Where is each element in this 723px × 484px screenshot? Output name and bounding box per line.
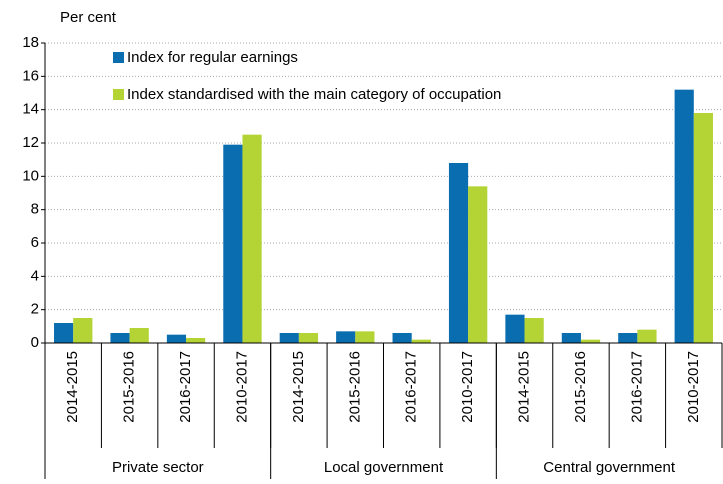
bar (129, 328, 149, 343)
bar (637, 329, 657, 343)
bar (166, 334, 187, 343)
legend-label: Index standardised with the main categor… (127, 86, 501, 103)
y-tick-label: 10 (22, 167, 39, 184)
x-tick-label: 2014-2015 (290, 351, 307, 423)
y-tick-label: 16 (22, 67, 39, 84)
x-tick-label: 2016-2017 (403, 351, 420, 423)
y-tick-label: 6 (31, 234, 39, 251)
bar (298, 333, 319, 343)
bar (580, 339, 601, 343)
group-label: Local government (324, 459, 444, 476)
bar (674, 89, 694, 344)
bar (110, 333, 130, 343)
x-tick-label: 2010-2017 (685, 351, 702, 423)
y-tick-label: 18 (22, 34, 39, 51)
x-tick-label: 2014-2015 (516, 351, 533, 423)
bar (336, 331, 356, 343)
legend-swatch (113, 89, 124, 100)
bar (73, 318, 93, 343)
y-tick-label: 12 (22, 134, 39, 151)
bar (186, 338, 206, 343)
bar (54, 323, 74, 343)
bar (279, 333, 299, 343)
y-tick-label: 0 (31, 334, 39, 351)
bar (618, 333, 638, 343)
y-tick-label: 8 (31, 201, 39, 218)
legend-label: Index for regular earnings (127, 49, 298, 66)
x-tick-label: 2015-2016 (346, 351, 363, 423)
group-label: Central government (543, 459, 676, 476)
bar (448, 163, 469, 343)
x-tick-label: 2010-2017 (459, 351, 476, 423)
bar (561, 333, 581, 343)
bar (242, 134, 262, 343)
bar (505, 314, 525, 343)
x-tick-label: 2014-2015 (64, 351, 81, 423)
bar (392, 333, 412, 343)
x-tick-label: 2016-2017 (177, 351, 194, 423)
x-tick-label: 2016-2017 (628, 351, 645, 423)
y-tick-label: 4 (31, 267, 39, 284)
bar (223, 144, 243, 343)
bar (524, 318, 544, 343)
x-tick-label: 2015-2016 (121, 351, 138, 423)
group-label: Private sector (112, 459, 204, 476)
bar (693, 113, 713, 343)
y-axis-label: Per cent (60, 9, 117, 26)
y-tick-label: 14 (22, 101, 39, 118)
bar (468, 186, 488, 343)
legend-swatch (113, 52, 124, 63)
x-tick-label: 2010-2017 (233, 351, 250, 423)
x-tick-label: 2015-2016 (572, 351, 589, 423)
bar (411, 339, 431, 343)
y-tick-label: 2 (31, 301, 39, 318)
bar (355, 331, 375, 343)
